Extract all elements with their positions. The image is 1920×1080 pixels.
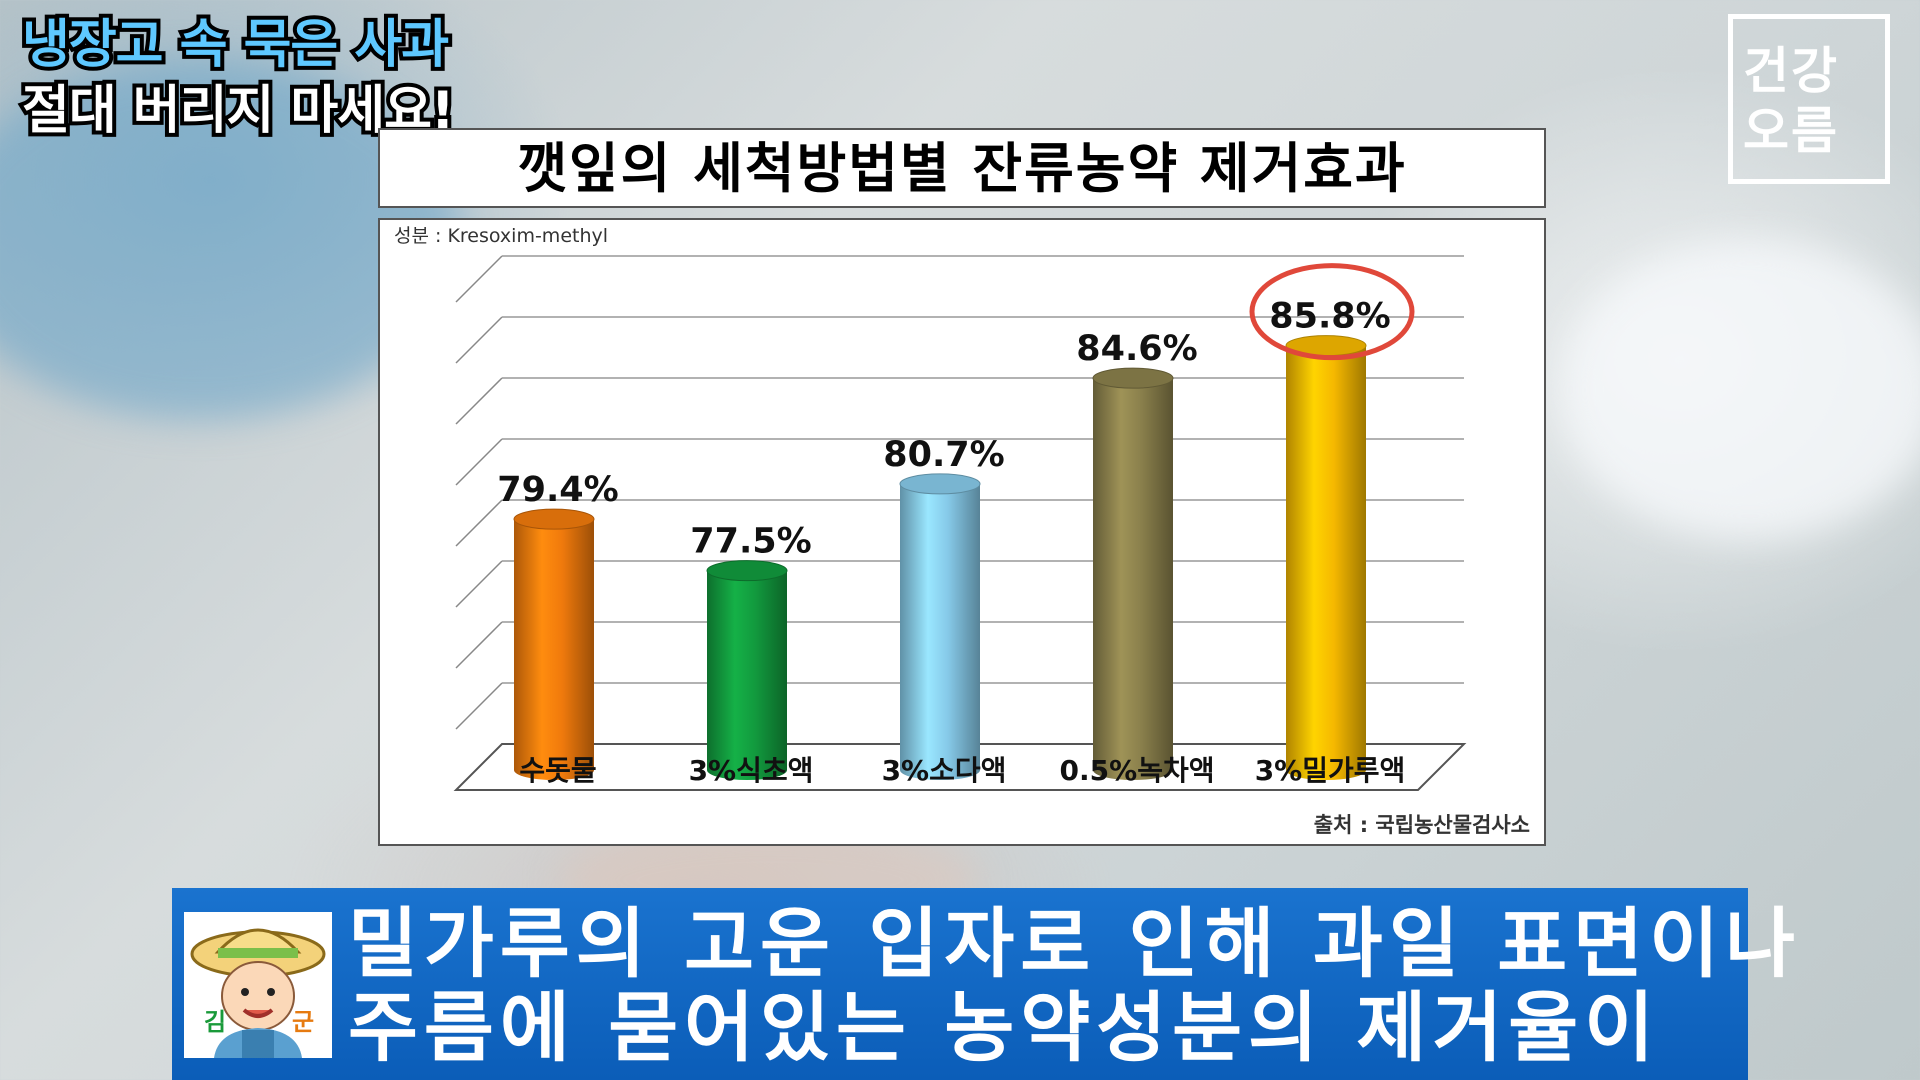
chart-canvas: 성분 : Kresoxim-methyl 79.4% 수돗물 77.5% 3%식초액 80… [394, 225, 1530, 837]
logo-line-2: 오름 [1743, 102, 1839, 160]
subtitle-line-1: 밀가루의 고운 입자로 인해 과일 표면이나 [348, 899, 1801, 988]
data-label: 84.6% [1076, 329, 1197, 369]
bar [1286, 345, 1366, 780]
subtitle-text: 밀가루의 고운 입자로 인해 과일 표면이나 주름에 묻어있는 농약성분의 제거… [348, 902, 1801, 1070]
bar [1093, 378, 1173, 780]
gridline-diagonal [455, 438, 503, 486]
avatar-left-char: 김 [204, 1008, 226, 1036]
chart-title: 깻잎의 세척방법별 잔류농약 제거효과 [378, 128, 1546, 208]
background-blob [1560, 240, 1920, 540]
gridline-diagonal [455, 621, 503, 669]
highlight-circle [1249, 263, 1415, 361]
category-label: 수돗물 [519, 754, 596, 787]
video-caption: 냉장고 속 묵은 사과 절대 버리지 마세요! [18, 11, 459, 145]
category-label: 3%소다액 [882, 754, 1007, 787]
gridline-diagonal [455, 377, 503, 425]
category-label: 0.5%녹차액 [1060, 754, 1215, 787]
gridline-diagonal [455, 499, 503, 547]
subtitle-bar: 김 군 밀가루의 고운 입자로 인해 과일 표면이나 주름에 묻어있는 농약성분… [172, 888, 1795, 1080]
avatar-right-char: 군 [292, 1008, 314, 1036]
data-label: 77.5% [690, 522, 811, 562]
bar-chart: 성분 : Kresoxim-methyl 79.4% 수돗물 77.5% 3%식초액 80… [378, 218, 1546, 846]
caption-line-1: 냉장고 속 묵은 사과 [18, 11, 453, 79]
data-label: 79.4% [497, 470, 618, 510]
gridline-diagonal [455, 316, 503, 364]
avatar: 김 군 [184, 912, 332, 1058]
gridline-diagonal [455, 255, 503, 303]
logo-line-1: 건강 [1743, 42, 1839, 100]
source-note: 출처 : 국립농산물검사소 [1314, 813, 1530, 837]
bar-top [706, 560, 788, 582]
subtitle-line-2: 주름에 묻어있는 농약성분의 제거율이 [348, 983, 1661, 1072]
bar-top [899, 473, 981, 495]
bar [900, 483, 980, 780]
data-label: 85.8% [1269, 297, 1390, 337]
farmer-avatar-icon: 김 군 [190, 928, 326, 1058]
bar [707, 570, 787, 780]
bar-top [513, 508, 595, 530]
bar [514, 519, 594, 780]
data-label: 80.7% [883, 435, 1004, 475]
channel-logo: 건강 오름 [1728, 14, 1890, 184]
component-note: 성분 : Kresoxim-methyl [394, 225, 608, 247]
gridline-diagonal [455, 682, 503, 730]
category-label: 3%밀가루액 [1255, 754, 1406, 787]
gridline-diagonal [455, 560, 503, 608]
bar-top [1092, 367, 1174, 389]
category-label: 3%식초액 [689, 754, 814, 787]
